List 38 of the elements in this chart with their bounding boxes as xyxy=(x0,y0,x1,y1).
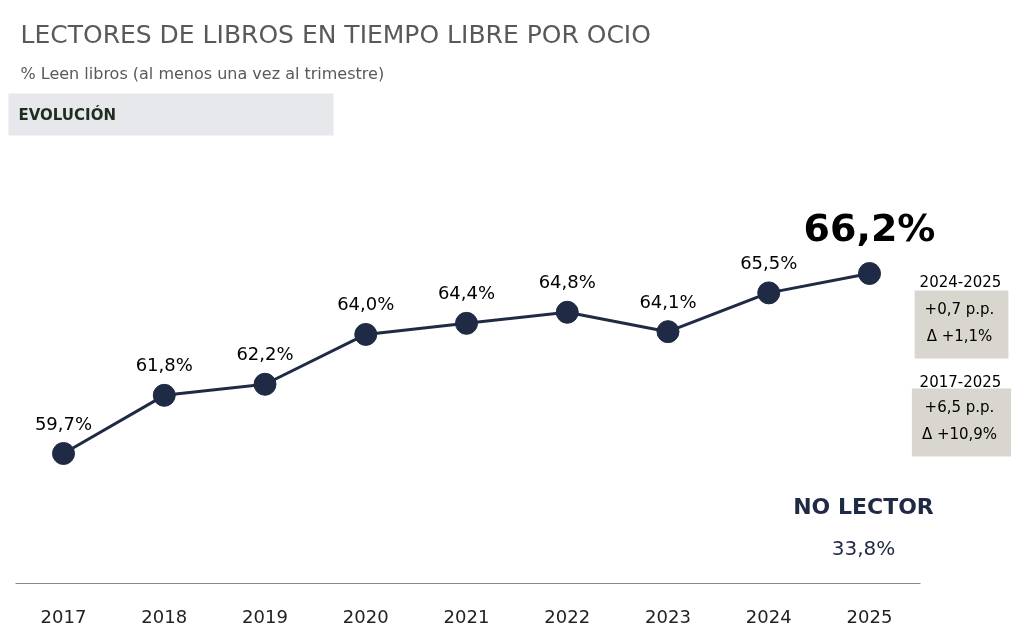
x-tick-label: 2022 xyxy=(544,605,591,627)
text: 33,8% xyxy=(831,535,896,560)
point xyxy=(555,300,579,324)
data-label: 59,7% xyxy=(34,412,93,434)
x-tick-label: 2018 xyxy=(141,605,188,627)
x-tick-label: 2025 xyxy=(846,605,893,627)
data-label: 61,8% xyxy=(135,354,193,376)
point xyxy=(152,383,176,407)
point xyxy=(52,442,75,465)
text: EVOLUCIÓN xyxy=(18,104,116,124)
x-tick-label: 2024 xyxy=(745,605,792,627)
text: +6,5 p.p. xyxy=(924,398,995,417)
data-label: 66,2% xyxy=(803,205,936,250)
point xyxy=(253,372,277,396)
text: +0,7 p.p. xyxy=(924,300,995,319)
point xyxy=(757,281,781,305)
x-tick-label: 2019 xyxy=(242,605,288,627)
annotation: 2017-2025 xyxy=(919,372,1002,391)
data-label: 65,5% xyxy=(740,251,798,273)
data-label: 64,4% xyxy=(437,282,496,304)
point xyxy=(656,320,680,344)
chart-subtitle: % Leen libros (al menos una vez al trimestre) xyxy=(20,64,385,83)
text: Δ +10,9% xyxy=(921,424,998,443)
point xyxy=(354,322,378,346)
text: NO LECTOR xyxy=(793,494,934,519)
chart-title: LECTORES DE LIBROS EN TIEMPO LIBRE POR OCIO xyxy=(20,20,651,49)
data-label: 64,8% xyxy=(538,271,596,293)
x-tick-label: 2020 xyxy=(342,605,389,627)
annotation: 2024-2025 xyxy=(919,272,1002,291)
x-tick-label: 2017 xyxy=(40,605,87,627)
x-tick-label: 2023 xyxy=(645,605,691,627)
point xyxy=(858,262,881,285)
data-label: 64,1% xyxy=(639,290,697,312)
data-label: 64,0% xyxy=(337,293,395,315)
text: Δ +1,1% xyxy=(926,326,993,345)
data-label: 62,2% xyxy=(236,343,294,365)
point xyxy=(455,311,478,335)
x-tick-label: 2021 xyxy=(443,605,490,627)
